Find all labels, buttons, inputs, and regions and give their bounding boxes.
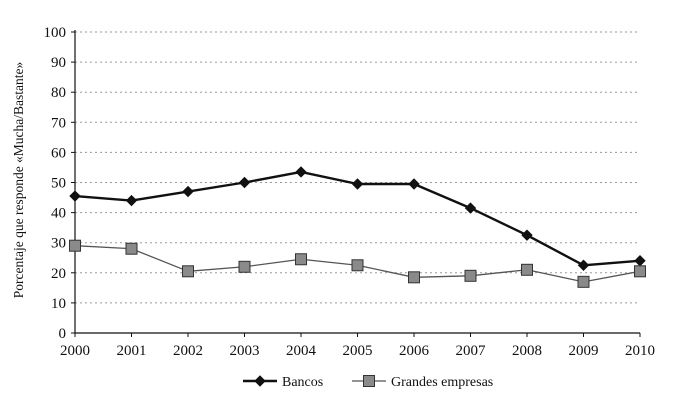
- data-point: [634, 255, 646, 267]
- x-tick-label: 2006: [399, 343, 430, 359]
- y-axis-ticks: 0 10 20 30 40 50 60 70 80 90 100: [44, 25, 75, 342]
- data-point: [295, 253, 307, 266]
- y-tick-label: 100: [44, 25, 67, 41]
- data-point: [69, 190, 81, 202]
- legend-label: Bancos: [282, 375, 323, 390]
- y-axis-label: Porcentaje que responde «Mucha/Bastante»: [11, 62, 26, 299]
- series-grandes-empresas: [69, 239, 646, 288]
- legend-marker: [363, 375, 375, 387]
- data-point: [182, 265, 194, 278]
- data-point: [577, 275, 590, 288]
- x-tick-label: 2004: [286, 343, 317, 359]
- series-bancos: [69, 166, 646, 271]
- legend-marker: [254, 375, 266, 387]
- y-tick-label: 30: [51, 236, 66, 252]
- data-point: [125, 194, 138, 207]
- gridlines: [75, 31, 640, 304]
- x-tick-label: 2001: [117, 343, 147, 359]
- data-point: [408, 178, 420, 190]
- data-point: [238, 260, 251, 273]
- data-point: [521, 263, 533, 276]
- data-point: [577, 259, 590, 271]
- y-tick-label: 50: [51, 176, 66, 192]
- y-tick-label: 90: [51, 55, 66, 71]
- data-point: [182, 185, 194, 198]
- data-point: [408, 271, 420, 284]
- data-point: [634, 265, 646, 278]
- data-point: [464, 269, 477, 282]
- legend-item: Bancos: [243, 375, 323, 390]
- data-point: [351, 259, 364, 272]
- series-layer: [69, 166, 646, 288]
- data-point: [521, 229, 533, 241]
- x-tick-label: 2009: [569, 343, 599, 359]
- x-tick-label: 2002: [173, 343, 203, 359]
- data-point: [69, 239, 81, 252]
- data-point: [125, 242, 138, 255]
- x-tick-label: 2003: [230, 343, 260, 359]
- data-point: [295, 166, 307, 178]
- data-point: [351, 178, 364, 190]
- y-tick-label: 40: [51, 206, 66, 222]
- y-tick-label: 20: [51, 266, 66, 282]
- y-tick-label: 70: [51, 115, 66, 131]
- y-tick-label: 80: [51, 85, 66, 101]
- legend-item: Grandes empresas: [352, 375, 493, 390]
- x-tick-label: 2008: [512, 343, 542, 359]
- legend: Bancos Grandes empresas: [243, 375, 493, 390]
- legend-label: Grandes empresas: [391, 375, 493, 390]
- x-tick-label: 2007: [456, 343, 487, 359]
- x-axis-ticks: 2000 2001 2002 2003 2004 2005 2006 2007 2008 2009…: [60, 333, 655, 359]
- x-tick-label: 2005: [343, 343, 373, 359]
- x-tick-label: 2000: [60, 343, 90, 359]
- y-tick-label: 10: [51, 296, 66, 312]
- data-point: [464, 202, 477, 214]
- data-point: [238, 176, 251, 189]
- x-tick-label: 2010: [625, 343, 655, 359]
- y-tick-label: 0: [59, 326, 67, 342]
- y-tick-label: 60: [51, 145, 66, 161]
